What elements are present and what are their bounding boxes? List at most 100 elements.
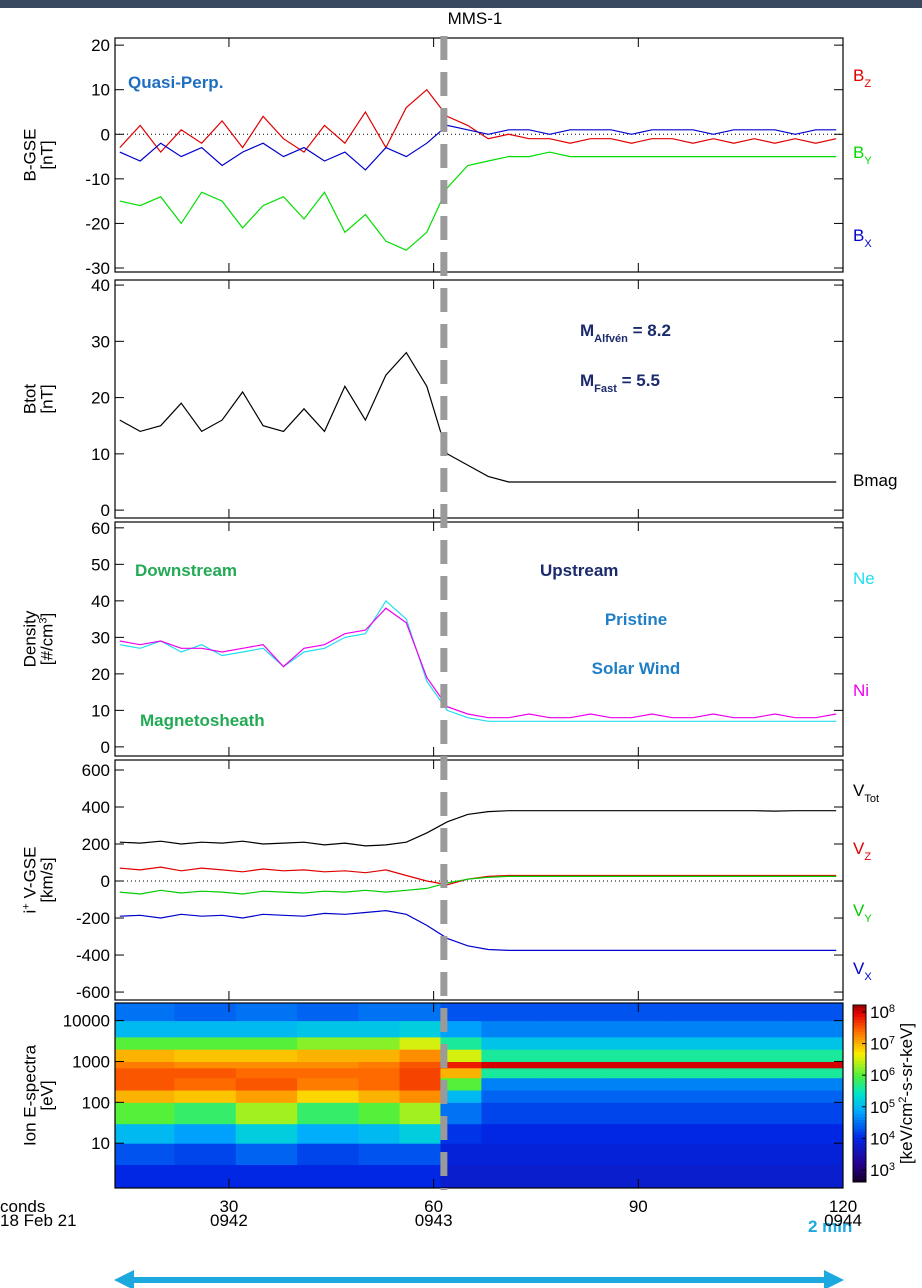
colorbar-step — [853, 1066, 866, 1071]
text-part: V-GSE — [21, 847, 40, 904]
x-tick-label: 60 — [424, 1197, 443, 1216]
y-tick-label: 30 — [91, 628, 110, 647]
y-tick-label: -600 — [76, 983, 110, 1002]
colorbar-step — [853, 1061, 866, 1065]
series-line — [119, 909, 837, 951]
spectrogram-cell — [440, 1061, 482, 1069]
spectrogram-cell — [235, 1036, 298, 1050]
spectrogram-cell — [665, 1067, 728, 1079]
colorbar-step — [853, 1055, 866, 1059]
spectrogram-cell — [727, 1003, 789, 1022]
spectrogram-cell — [788, 1123, 843, 1144]
spectrogram-cell — [542, 1067, 605, 1079]
series-label: BZ — [853, 66, 871, 90]
spectrogram-cell — [788, 1003, 843, 1022]
spectrogram-cell — [542, 1123, 605, 1144]
spectrogram-cell — [297, 1090, 360, 1103]
spectrogram-cell — [174, 1067, 237, 1079]
spectrogram-cell — [358, 1061, 401, 1069]
spectrogram-cell — [174, 1049, 237, 1062]
text-part: 6 — [889, 1066, 895, 1078]
colorbar-step — [853, 1013, 866, 1018]
colorbar-step — [853, 1131, 866, 1136]
y-axis-label: [nT] — [38, 384, 57, 413]
colorbar-step — [853, 1040, 866, 1044]
colorbar-step — [853, 1176, 866, 1180]
colorbar-step — [853, 1117, 866, 1121]
colorbar-step — [853, 1090, 866, 1094]
colorbar-step — [853, 1072, 866, 1077]
spectrogram-cell — [358, 1036, 401, 1050]
spectrogram-cell — [542, 1077, 605, 1091]
spectrogram-cell — [235, 1143, 298, 1166]
text-part: Z — [864, 78, 871, 90]
span-label: 2 min — [808, 1217, 852, 1236]
y-tick-label: 20 — [91, 36, 110, 55]
spectrogram-cell — [399, 1164, 441, 1188]
text-part: Fast — [594, 383, 617, 395]
colorbar-tick-label: 104 — [870, 1129, 895, 1148]
text-part: Downstream — [135, 561, 237, 580]
text-part: V — [853, 901, 865, 920]
colorbar-step — [853, 1049, 866, 1053]
annotation: MFast = 5.5 — [580, 371, 660, 395]
panel-plot — [115, 88, 843, 251]
colorbar-tick-label: 106 — [870, 1066, 895, 1085]
y-tick-label: 400 — [82, 798, 110, 817]
colorbar-step — [853, 1034, 866, 1038]
text-part: X — [864, 971, 872, 983]
spectrogram-cell — [174, 1123, 237, 1144]
colorbar-step — [853, 1084, 866, 1089]
text-part: + — [21, 903, 33, 909]
spectrogram-cell — [115, 1090, 175, 1103]
text-part: B — [853, 66, 864, 85]
spectrogram-cell — [399, 1090, 441, 1103]
spectrogram-cell — [665, 1164, 728, 1188]
spectrogram-cell — [440, 1102, 482, 1125]
spectrogram-cell — [115, 1164, 175, 1188]
x-tick-label: 90 — [629, 1197, 648, 1216]
series-label: VZ — [853, 839, 871, 863]
colorbar-frame — [852, 1004, 867, 1183]
spectrogram-cell — [399, 1067, 441, 1079]
spectrogram-cell — [235, 1164, 298, 1188]
annotation: Solar Wind — [592, 659, 681, 678]
colorbar-step — [853, 1037, 866, 1041]
panel-frame — [114, 37, 844, 273]
figure-title: MMS-1 — [448, 9, 503, 28]
spectrogram-cell — [174, 1143, 237, 1166]
spectrogram-cell — [788, 1020, 843, 1038]
arrow-head — [114, 1270, 134, 1288]
series-line — [119, 151, 837, 251]
colorbar-step — [853, 1078, 866, 1083]
spectrogram-cell — [235, 1049, 298, 1062]
spectrogram-cell — [542, 1036, 605, 1050]
text-part: 10 — [870, 1066, 889, 1085]
colorbar-step — [853, 1046, 866, 1050]
colorbar-step — [853, 1007, 866, 1012]
spectrogram-cell — [297, 1049, 360, 1062]
spectrogram-cell — [358, 1090, 401, 1103]
span-arrow — [114, 1270, 844, 1288]
spectrogram-cell — [481, 1049, 544, 1062]
text-part: V — [853, 959, 865, 978]
spectrogram-cell — [788, 1090, 843, 1103]
colorbar-step — [853, 1155, 866, 1159]
spectrogram-cell — [727, 1077, 789, 1091]
spectrogram-cell — [235, 1077, 298, 1091]
spectrogram-cell — [440, 1049, 482, 1062]
colorbar-step — [853, 1128, 866, 1133]
spectrogram-cell — [440, 1143, 482, 1166]
y-tick-label: -30 — [85, 259, 110, 278]
spectrogram-cell — [727, 1036, 789, 1050]
colorbar-step — [853, 1075, 866, 1080]
spectrogram-cell — [604, 1123, 667, 1144]
text-part: i — [21, 910, 40, 914]
panel-plot — [115, 1003, 843, 1188]
spectrogram-cell — [542, 1020, 605, 1038]
text-part: Alfvén — [594, 333, 628, 345]
text-part: -s-sr-keV] — [897, 1023, 916, 1097]
text-part: 4 — [889, 1129, 895, 1141]
colorbar-step — [853, 1005, 866, 1009]
y-axis-label: Btot — [21, 384, 40, 415]
